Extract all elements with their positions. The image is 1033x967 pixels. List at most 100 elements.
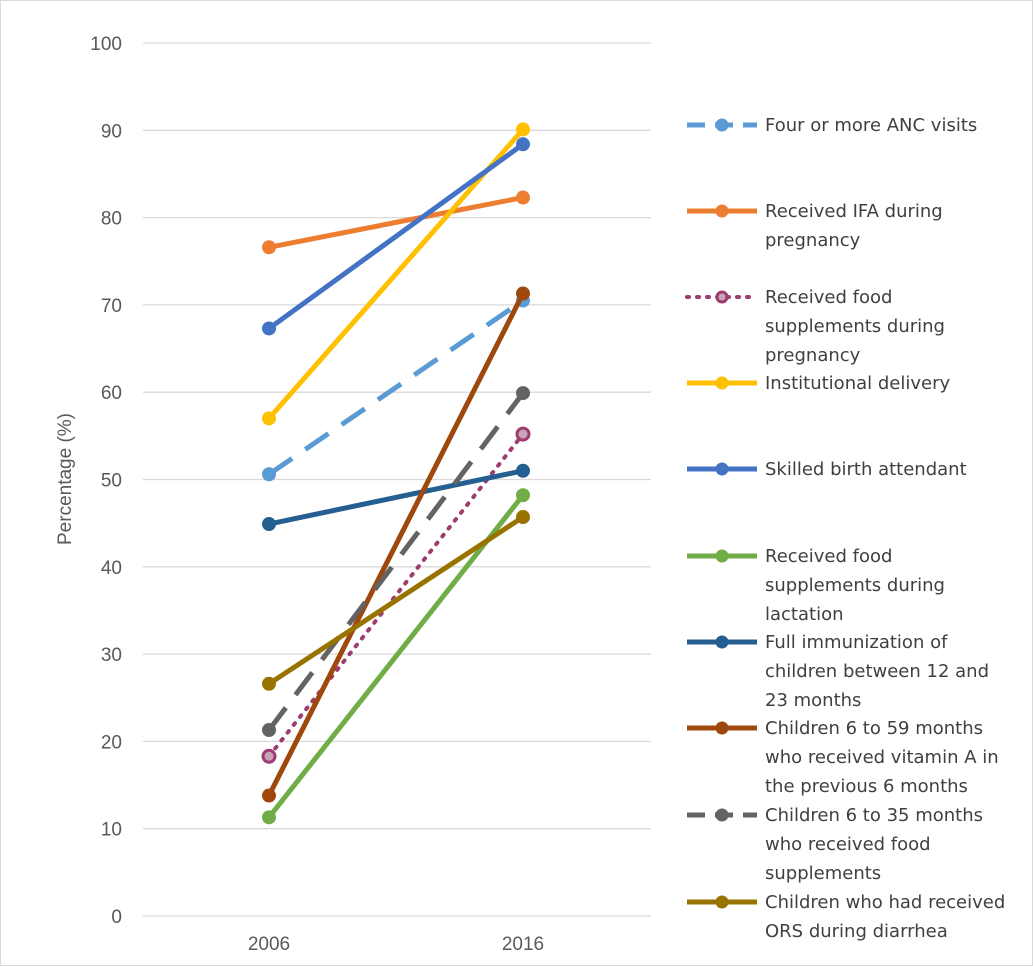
series-0: [262, 293, 530, 482]
legend-label: children between 12 and: [765, 661, 989, 682]
series-line: [266, 292, 526, 797]
y-tick-label: 30: [101, 645, 122, 666]
y-tick-label: 70: [101, 296, 122, 317]
legend-label: Full immunization of: [765, 632, 948, 653]
data-point-2006: [261, 748, 277, 764]
x-tick-label: 2006: [248, 934, 290, 955]
legend-label: supplements: [765, 863, 881, 884]
legend-swatch-marker: [715, 462, 729, 476]
data-point-2016: [516, 190, 530, 205]
data-point-2006: [262, 517, 276, 532]
data-point-2006: [262, 723, 276, 738]
y-tick-label: 20: [101, 732, 122, 753]
series-line: [268, 468, 524, 527]
legend-entry-0: Four or more ANC visits: [687, 115, 977, 136]
series-line: [267, 514, 525, 686]
legend-label: 23 months: [765, 690, 861, 711]
legend-entry-3: Institutional delivery: [687, 373, 950, 394]
data-point-2006: [262, 676, 276, 691]
legend-label: Received food: [765, 546, 892, 567]
legend-label: Children 6 to 59 months: [765, 718, 983, 739]
y-tick-label: 60: [101, 383, 122, 404]
data-point-2006: [262, 321, 276, 336]
legend-entry-2: Received food supplements during pregnancy: [685, 287, 945, 366]
data-point-2006: [262, 240, 276, 255]
series-2: [261, 426, 531, 764]
legend-label: Children 6 to 35 months: [765, 805, 983, 826]
x-tick-label: 2016: [502, 934, 544, 955]
series-line: [267, 493, 525, 819]
legend-swatch-marker: [715, 895, 729, 909]
data-point-2016: [516, 463, 530, 478]
series-7: [262, 286, 530, 803]
x-tick-labels: 2006 2016: [248, 934, 544, 955]
legend-label: supplements during: [765, 575, 945, 596]
legend-swatch-marker: [715, 635, 729, 649]
legend-label: Institutional delivery: [765, 373, 950, 394]
legend-entry-9: Children who had received ORS during diar…: [687, 892, 1005, 942]
legend-swatch-marker: [715, 290, 729, 304]
data-point-2016: [516, 510, 530, 525]
data-point-2006: [262, 810, 276, 825]
data-point-2006: [262, 788, 276, 803]
legend-label: ORS during diarrhea: [765, 921, 948, 942]
y-tick-label: 90: [101, 121, 122, 142]
data-point-2016: [516, 122, 530, 137]
series-1: [262, 190, 530, 255]
legend-swatch-marker: [715, 721, 729, 735]
legend-swatch-marker: [715, 118, 729, 132]
y-tick-label: 80: [101, 209, 122, 230]
y-axis-label: Percentage (%): [55, 413, 76, 545]
series-lines: [261, 122, 531, 825]
data-point-2006: [262, 467, 276, 482]
data-point-2006: [262, 411, 276, 426]
series-5: [262, 488, 530, 825]
data-point-2016: [516, 286, 530, 301]
y-tick-label: 40: [101, 558, 122, 579]
legend-entry-7: Children 6 to 59 months who received vita…: [687, 718, 999, 797]
legend-entry-4: Skilled birth attendant: [687, 459, 967, 480]
series-4: [262, 137, 530, 336]
legend-entry-1: Received IFA during pregnancy: [687, 201, 943, 251]
y-tick-labels: 0 10 20 30 40 50 60 70 80 90 100: [90, 34, 122, 928]
y-tick-label: 50: [101, 471, 122, 492]
legend: Four or more ANC visits Received IFA duri…: [685, 115, 1005, 942]
series-line: [267, 142, 525, 331]
legend-label: who received vitamin A in: [765, 747, 999, 768]
data-point-2016: [515, 426, 531, 442]
legend-entry-6: Full immunization of children between 12 …: [687, 632, 989, 711]
legend-label: Received IFA during: [765, 201, 943, 222]
legend-swatch-marker: [715, 549, 729, 563]
series-line: [267, 432, 525, 759]
legend-entry-5: Received food supplements during lactation: [687, 546, 945, 625]
series-8: [262, 386, 530, 738]
legend-label: Skilled birth attendant: [765, 459, 967, 480]
y-tick-label: 100: [90, 34, 122, 55]
series-line: [268, 195, 524, 250]
legend-label: Four or more ANC visits: [765, 115, 977, 136]
legend-swatch-marker: [715, 808, 729, 822]
y-tick-label: 10: [101, 820, 122, 841]
data-point-2016: [516, 137, 530, 152]
legend-label: the previous 6 months: [765, 776, 968, 797]
series-6: [262, 463, 530, 532]
series-9: [262, 510, 530, 691]
series-line: [267, 298, 525, 477]
legend-entry-8: Children 6 to 35 months who received food…: [687, 805, 983, 884]
legend-label: supplements during: [765, 316, 945, 337]
legend-label: Received food: [765, 287, 892, 308]
legend-label: Children who had received: [765, 892, 1005, 913]
legend-label: lactation: [765, 604, 844, 625]
gridlines: [143, 42, 651, 917]
legend-swatch-marker: [715, 204, 729, 218]
data-point-2016: [516, 386, 530, 401]
legend-label: who received food: [765, 834, 931, 855]
series-line: [267, 391, 525, 732]
legend-label: pregnancy: [765, 230, 861, 251]
data-point-2016: [516, 488, 530, 503]
legend-label: pregnancy: [765, 345, 861, 366]
y-tick-label: 0: [111, 907, 122, 928]
legend-swatch-marker: [715, 376, 729, 390]
